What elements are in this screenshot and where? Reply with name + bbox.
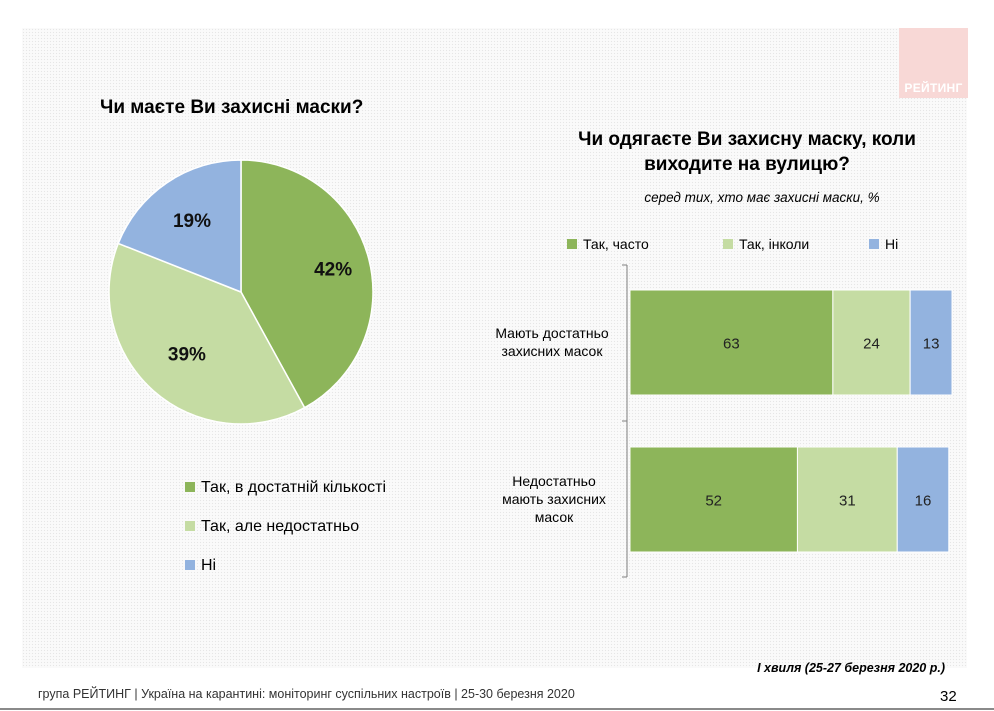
bar-category-label: Мають достатньо захисних масок — [495, 325, 609, 359]
source-note: І хвиля (25-27 березня 2020 р.) — [757, 661, 945, 675]
bar-value-label: 63 — [723, 336, 740, 353]
pie-legend-label: Ні — [201, 557, 217, 574]
pie-legend-label: Так, але недостатньо — [201, 518, 360, 535]
legend-swatch — [723, 239, 733, 250]
pie-value-label: 19% — [173, 211, 211, 232]
bar-segment — [832, 289, 911, 396]
bar-legend-item: Ні — [869, 236, 898, 252]
pie-legend-item: Так, в достатній кількості — [185, 479, 386, 497]
bar-value-label: 13 — [923, 336, 940, 353]
pie-legend-item: Ні — [185, 557, 216, 575]
bar-chart-title: Чи одягаєте Ви захисну маску, коли виход… — [578, 129, 916, 175]
pie-legend-item: Так, але недостатньо — [185, 518, 359, 536]
bar-value-label: 31 — [839, 493, 856, 510]
bar-legend-label: Ні — [885, 236, 899, 252]
bar-legend-item: Так, часто — [567, 236, 649, 252]
bar-segment — [629, 289, 834, 396]
bar-value-label: 52 — [705, 493, 722, 510]
footer-rule — [0, 708, 994, 710]
legend-swatch — [567, 239, 577, 250]
pie-value-label: 42% — [314, 259, 352, 280]
bar-chart-subtitle: серед тих, хто має захисні маски, % — [644, 190, 880, 205]
pie-slice — [108, 242, 306, 425]
brand-logo-text: РЕЙТИНГ — [904, 81, 963, 95]
brand-logo: РЕЙТИНГ — [899, 28, 968, 98]
bar-segment — [896, 446, 950, 553]
pie-slice — [117, 159, 242, 294]
bar-legend-item: Так, інколи — [723, 236, 809, 252]
bar-segment — [629, 446, 798, 553]
bar-legend-label: Так, інколи — [739, 236, 810, 252]
pie-value-label: 39% — [168, 344, 206, 365]
legend-swatch — [185, 481, 195, 492]
page-number: 32 — [940, 688, 957, 705]
pie-chart-title: Чи маєте Ви захисні маски? — [100, 97, 364, 118]
bar-category-label: Недостатньо мають захисних масок — [502, 473, 606, 525]
legend-swatch — [185, 559, 195, 570]
bar-value-label: 24 — [863, 336, 880, 353]
pie-legend-label: Так, в достатній кількості — [201, 479, 387, 496]
bar-legend: Так, часто Так, інколи Ні — [567, 236, 967, 256]
legend-swatch — [869, 239, 879, 250]
bar-segment — [796, 446, 898, 553]
footer-text: група РЕЙТИНГ | Україна на карантині: мо… — [38, 687, 575, 701]
bar-legend-label: Так, часто — [583, 236, 649, 252]
legend-swatch — [185, 520, 195, 531]
bar-value-label: 16 — [915, 493, 932, 510]
bar-segment — [909, 289, 953, 396]
pie-slice — [240, 159, 374, 409]
